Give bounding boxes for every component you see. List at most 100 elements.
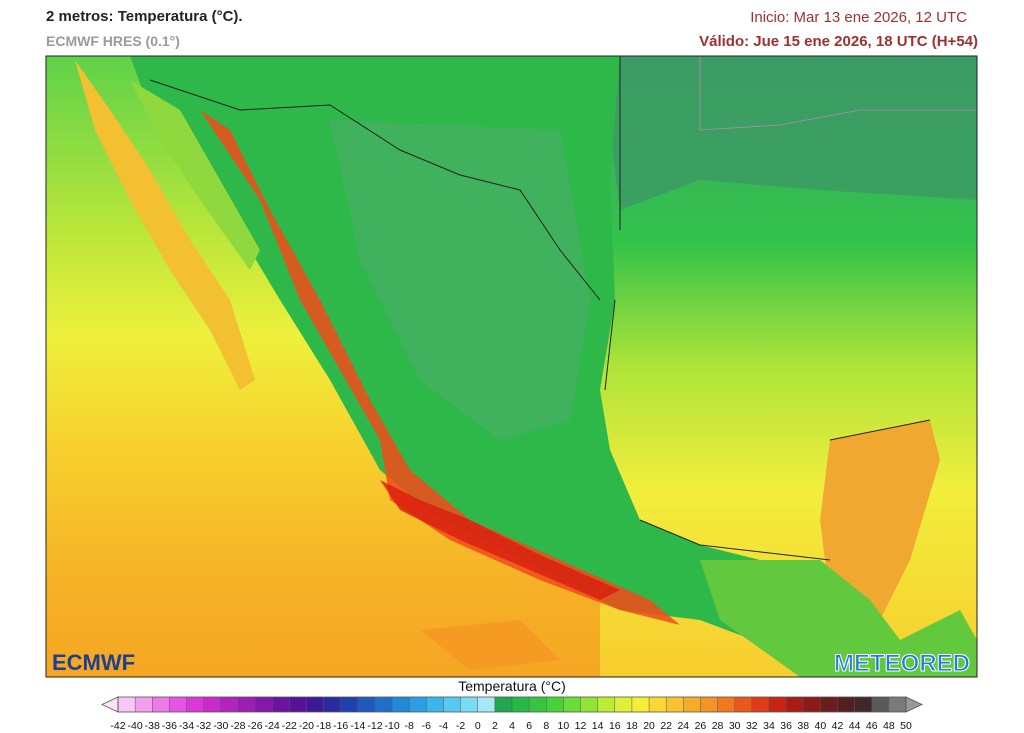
colorbar-tick-label: 22 xyxy=(660,720,672,732)
colorbar-tick-label: 4 xyxy=(509,720,515,732)
colorbar-tick-label: 28 xyxy=(712,720,724,732)
colorbar-swatch xyxy=(563,697,581,712)
colorbar-tick-label: 40 xyxy=(815,720,827,732)
colorbar-swatch xyxy=(426,697,444,712)
colorbar-tick-label: -14 xyxy=(350,720,365,732)
colorbar-swatch xyxy=(649,697,667,712)
colorbar-tick-label: -28 xyxy=(230,720,245,732)
colorbar-swatch xyxy=(786,697,804,712)
colorbar-tick-label: 18 xyxy=(626,720,638,732)
colorbar-swatch xyxy=(289,697,307,712)
colorbar-swatch xyxy=(888,697,906,712)
map-frame xyxy=(45,55,978,678)
map-title: 2 metros: Temperatura (°C). xyxy=(46,8,243,25)
colorbar-swatch xyxy=(306,697,324,712)
colorbar-tick-label: -24 xyxy=(265,720,280,732)
colorbar-tick-label: 38 xyxy=(797,720,809,732)
colorbar-swatch xyxy=(203,697,221,712)
colorbar-tick-label: -22 xyxy=(282,720,297,732)
colorbar-swatch xyxy=(152,697,170,712)
colorbar-swatch xyxy=(683,697,701,712)
colorbar-swatch xyxy=(169,697,187,712)
colorbar-tick-label: 0 xyxy=(475,720,481,732)
colorbar-tick-label: 46 xyxy=(866,720,878,732)
colorbar-swatch xyxy=(374,697,393,712)
colorbar-tick-label: 16 xyxy=(609,720,621,732)
map-field xyxy=(46,56,977,677)
colorbar-swatch xyxy=(820,697,838,712)
colorbar-swatch xyxy=(512,697,530,712)
colorbar-tick-label: -36 xyxy=(162,720,177,732)
colorbar-swatch xyxy=(734,697,752,712)
colorbar-tick-label: 24 xyxy=(677,720,689,732)
colorbar-tick-label: -16 xyxy=(333,720,348,732)
colorbar-swatch xyxy=(186,697,204,712)
colorbar-swatch xyxy=(871,697,889,712)
colorbar-tick-label: 30 xyxy=(729,720,741,732)
colorbar-swatch xyxy=(494,697,512,712)
colorbar-swatch xyxy=(460,697,478,712)
colorbar-arrow-low xyxy=(101,696,119,713)
colorbar-swatch xyxy=(854,697,872,712)
colorbar-tick-label: -38 xyxy=(145,720,160,732)
colorbar-tick-label: -18 xyxy=(316,720,331,732)
colorbar-tick-label: 36 xyxy=(780,720,792,732)
colorbar-tick-label: 34 xyxy=(763,720,775,732)
colorbar-swatch xyxy=(837,697,855,712)
model-name: ECMWF HRES (0.1°) xyxy=(46,33,180,49)
colorbar-tick-label: 6 xyxy=(526,720,532,732)
colorbar-tick-label: -40 xyxy=(128,720,143,732)
colorbar-tick-label: -34 xyxy=(179,720,194,732)
colorbar-tick-label: -30 xyxy=(213,720,228,732)
colorbar-swatch xyxy=(340,697,358,712)
meteored-logo: METEORED xyxy=(834,650,970,677)
colorbar-swatch xyxy=(477,697,495,712)
colorbar-tick-label: 12 xyxy=(575,720,587,732)
colorbar-swatch xyxy=(546,697,564,712)
colorbar-tick-label: 8 xyxy=(543,720,549,732)
colorbar-tick-label: -8 xyxy=(405,720,414,732)
colorbar-swatch xyxy=(118,697,136,712)
colorbar-tick-label: 44 xyxy=(849,720,861,732)
colorbar-swatch xyxy=(135,697,153,712)
colorbar: -42 -40 -38 -36 -34 -32 -30 -28 -26 -24 -22 -20 -18-… xyxy=(101,696,923,732)
colorbar-tick-label: 10 xyxy=(558,720,570,732)
colorbar-swatch xyxy=(597,697,615,712)
colorbar-tick-label: -2 xyxy=(456,720,465,732)
colorbar-swatch xyxy=(272,697,290,712)
colorbar-swatch xyxy=(443,697,461,712)
colorbar-tick-label: 14 xyxy=(592,720,604,732)
colorbar-swatch xyxy=(237,697,256,712)
colorbar-swatch xyxy=(529,697,547,712)
colorbar-swatch xyxy=(751,697,769,712)
colorbar-arrow-high xyxy=(905,696,923,713)
ecmwf-logo: ECMWF xyxy=(52,650,135,675)
colorbar-tick-label: 50 xyxy=(900,720,912,732)
colorbar-swatch xyxy=(666,697,684,712)
colorbar-tick-label: 42 xyxy=(832,720,844,732)
colorbar-swatch xyxy=(255,697,273,712)
colorbar-swatch xyxy=(700,697,718,712)
colorbar-tick-label: 2 xyxy=(492,720,498,732)
colorbar-tick-label: 48 xyxy=(883,720,895,732)
colorbar-swatch xyxy=(409,697,427,712)
colorbar-title: Temperatura (°C) xyxy=(458,678,566,694)
colorbar-tick-label: -26 xyxy=(247,720,262,732)
colorbar-swatch xyxy=(803,697,821,712)
colorbar-tick-label: 20 xyxy=(643,720,655,732)
run-start: Inicio: Mar 13 ene 2026, 12 UTC xyxy=(750,9,967,26)
colorbar-tick-label: -6 xyxy=(422,720,431,732)
colorbar-tick-label: -4 xyxy=(439,720,448,732)
colorbar-swatch xyxy=(323,697,341,712)
colorbar-swatch xyxy=(357,697,375,712)
colorbar-swatch xyxy=(631,697,650,712)
colorbar-tick-label: -12 xyxy=(367,720,382,732)
colorbar-swatch xyxy=(717,697,735,712)
colorbar-swatch xyxy=(220,697,238,712)
colorbar-swatch xyxy=(580,697,598,712)
colorbar-tick-label: -20 xyxy=(299,720,314,732)
colorbar-swatch xyxy=(768,697,787,712)
colorbar-tick-label: -32 xyxy=(196,720,211,732)
